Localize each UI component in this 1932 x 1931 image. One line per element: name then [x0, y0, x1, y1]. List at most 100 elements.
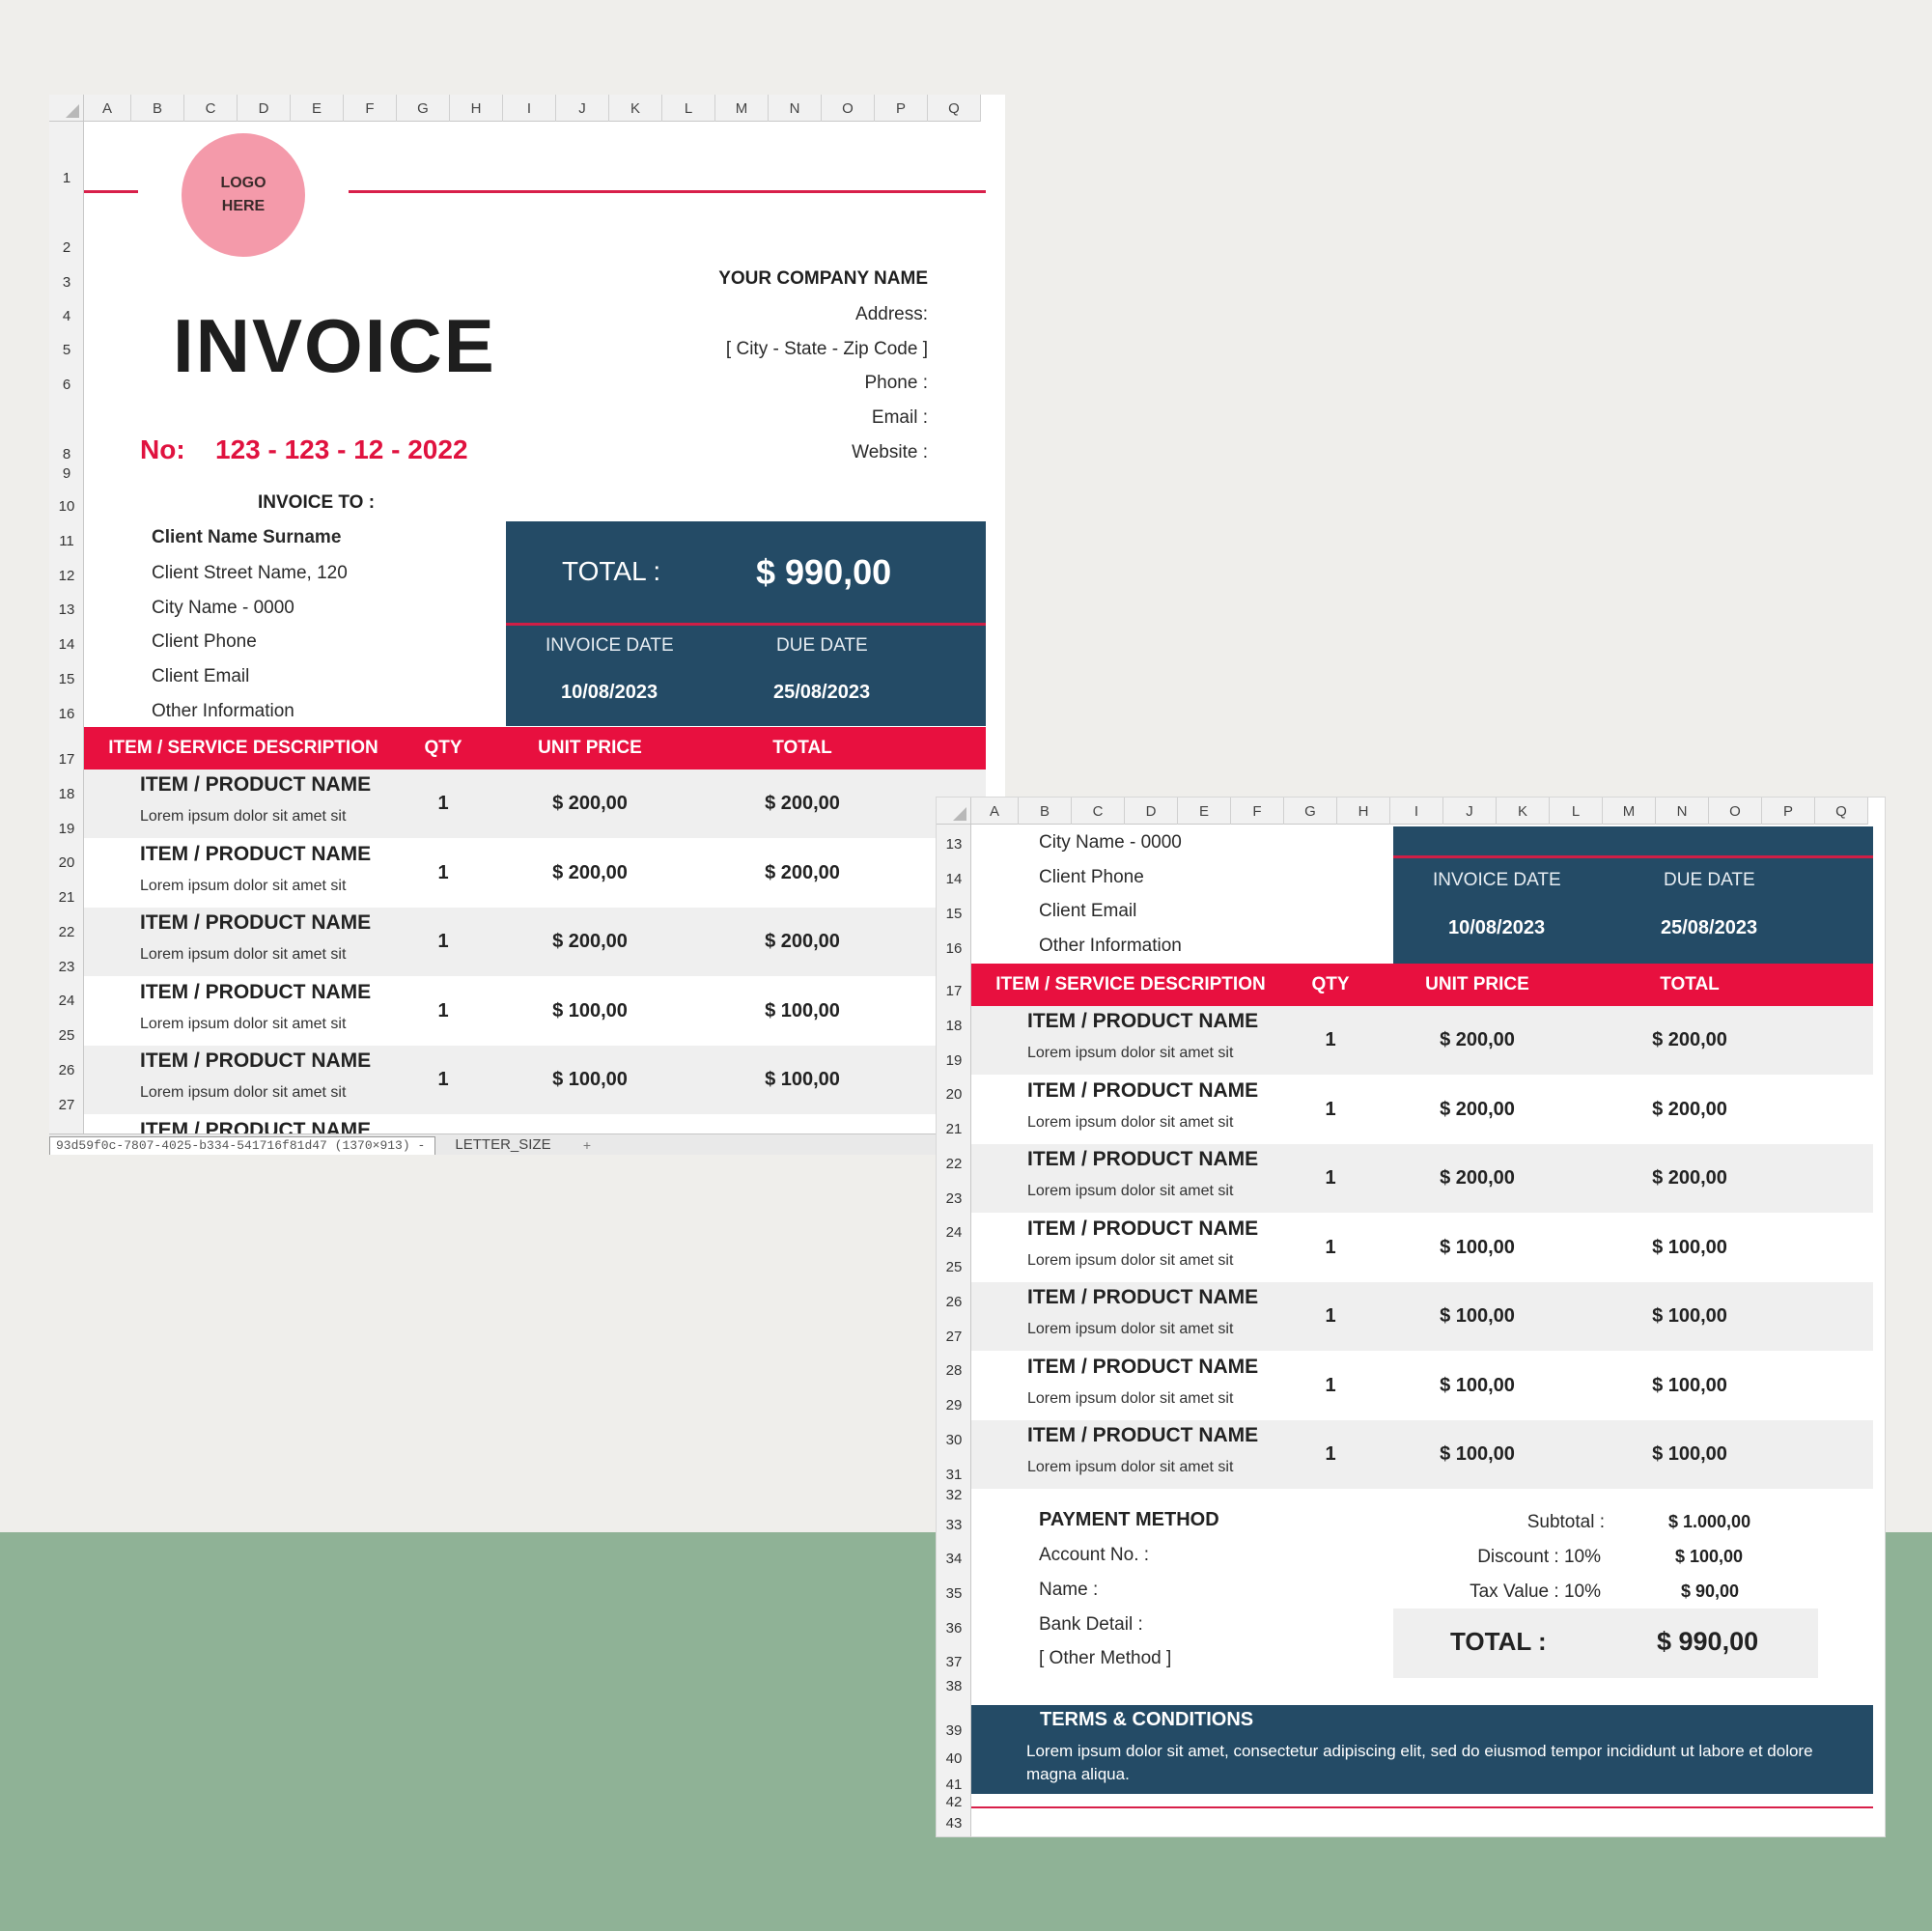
row-header[interactable]: 16 [945, 940, 963, 957]
column-header[interactable]: N [1656, 798, 1709, 825]
column-header[interactable]: H [450, 95, 503, 122]
row-header[interactable]: 27 [945, 1329, 963, 1345]
row-header[interactable]: 27 [58, 1097, 75, 1113]
row-header[interactable]: 13 [945, 836, 963, 853]
row-header[interactable]: 32 [945, 1487, 963, 1503]
letter-size-sheet-tab[interactable]: LETTER_SIZE [435, 1136, 571, 1155]
row-header[interactable]: 23 [58, 959, 75, 975]
row-header[interactable]: 17 [58, 751, 75, 768]
row-header[interactable]: 1 [62, 170, 71, 186]
column-header[interactable]: B [131, 95, 184, 122]
row-header[interactable]: 24 [58, 993, 75, 1009]
column-header[interactable]: Q [928, 95, 981, 122]
row-header[interactable]: 26 [58, 1062, 75, 1078]
row-header[interactable]: 23 [945, 1190, 963, 1207]
row-header[interactable]: 2 [62, 239, 71, 256]
row-header[interactable]: 17 [945, 983, 963, 999]
row-header[interactable]: 14 [58, 636, 75, 653]
column-header[interactable]: G [1284, 798, 1337, 825]
row-header[interactable]: 20 [58, 854, 75, 871]
column-header[interactable]: G [397, 95, 450, 122]
row-header[interactable]: 37 [945, 1654, 963, 1670]
item-qty: 1 [1325, 1098, 1336, 1120]
item-name: ITEM / PRODUCT NAME [1027, 1078, 1259, 1102]
row-header[interactable]: 19 [945, 1052, 963, 1069]
column-header[interactable]: F [344, 95, 397, 122]
column-header[interactable]: K [609, 95, 662, 122]
column-header[interactable]: I [503, 95, 556, 122]
row-header[interactable]: 36 [945, 1620, 963, 1637]
row-header[interactable]: 39 [945, 1722, 963, 1739]
row-header[interactable]: 15 [945, 906, 963, 922]
column-header[interactable]: N [769, 95, 822, 122]
select-all-corner[interactable] [49, 95, 84, 122]
row-header[interactable]: 6 [62, 377, 71, 393]
column-header[interactable]: E [1178, 798, 1231, 825]
column-header[interactable]: M [1603, 798, 1656, 825]
row-header[interactable]: 13 [58, 602, 75, 618]
row-header[interactable]: 43 [945, 1815, 963, 1832]
column-header[interactable]: M [715, 95, 769, 122]
row-header[interactable]: 22 [58, 924, 75, 940]
row-header[interactable]: 31 [945, 1467, 963, 1483]
row-header[interactable]: 9 [62, 465, 71, 482]
column-header[interactable]: L [662, 95, 715, 122]
row-header[interactable]: 25 [58, 1027, 75, 1044]
column-header[interactable]: A [84, 95, 131, 122]
row-header[interactable]: 30 [945, 1432, 963, 1448]
row-header[interactable]: 22 [945, 1156, 963, 1172]
column-header[interactable]: D [1125, 798, 1178, 825]
row-header[interactable]: 24 [945, 1224, 963, 1241]
column-header[interactable]: J [556, 95, 609, 122]
row-header[interactable]: 34 [945, 1551, 963, 1567]
column-header[interactable]: I [1390, 798, 1443, 825]
row-header[interactable]: 12 [58, 568, 75, 584]
column-header[interactable]: C [184, 95, 238, 122]
row-header[interactable]: 41 [945, 1777, 963, 1793]
terms-title: TERMS & CONDITIONS [1040, 1709, 1254, 1730]
column-header[interactable]: O [822, 95, 875, 122]
column-header[interactable]: D [238, 95, 291, 122]
column-header[interactable]: C [1072, 798, 1125, 825]
row-header[interactable]: 40 [945, 1750, 963, 1767]
column-header[interactable]: H [1337, 798, 1390, 825]
row-header[interactable]: 10 [58, 498, 75, 515]
column-header[interactable]: L [1550, 798, 1603, 825]
row-header[interactable]: 8 [62, 446, 71, 462]
add-sheet-icon[interactable]: + [582, 1137, 592, 1153]
row-header[interactable]: 18 [58, 786, 75, 802]
select-all-corner[interactable] [937, 798, 971, 825]
column-header[interactable]: J [1443, 798, 1497, 825]
column-header[interactable]: F [1231, 798, 1284, 825]
column-header[interactable]: E [291, 95, 344, 122]
row-header[interactable]: 38 [945, 1678, 963, 1694]
row-header[interactable]: 15 [58, 671, 75, 687]
row-header[interactable]: 20 [945, 1086, 963, 1103]
row-header[interactable]: 3 [62, 274, 71, 291]
item-total: $ 200,00 [1652, 1098, 1727, 1120]
row-header[interactable]: 42 [945, 1794, 963, 1810]
column-header[interactable]: A [971, 798, 1019, 825]
row-header[interactable]: 11 [59, 533, 74, 549]
row-header[interactable]: 29 [945, 1397, 963, 1413]
column-header[interactable]: P [875, 95, 928, 122]
row-header[interactable]: 25 [945, 1259, 963, 1275]
column-header[interactable]: Q [1815, 798, 1868, 825]
row-header[interactable]: 4 [62, 308, 71, 324]
column-header[interactable]: O [1709, 798, 1762, 825]
row-header[interactable]: 35 [945, 1585, 963, 1602]
column-header[interactable]: B [1019, 798, 1072, 825]
row-header[interactable]: 16 [58, 706, 75, 722]
column-header[interactable]: P [1762, 798, 1815, 825]
row-header[interactable]: 18 [945, 1018, 963, 1034]
row-header[interactable]: 26 [945, 1294, 963, 1310]
row-header[interactable]: 28 [945, 1362, 963, 1379]
row-header[interactable]: 14 [945, 871, 963, 887]
row-header[interactable]: 21 [945, 1121, 963, 1137]
row-header[interactable]: 21 [58, 889, 75, 906]
column-header[interactable]: K [1497, 798, 1550, 825]
row-header[interactable]: 5 [62, 342, 71, 358]
row-header[interactable]: 33 [945, 1517, 963, 1533]
file-sheet-tab[interactable]: 93d59f0c-7807-4025-b334-541716f81d47 (13… [49, 1136, 435, 1155]
row-header[interactable]: 19 [58, 821, 75, 837]
